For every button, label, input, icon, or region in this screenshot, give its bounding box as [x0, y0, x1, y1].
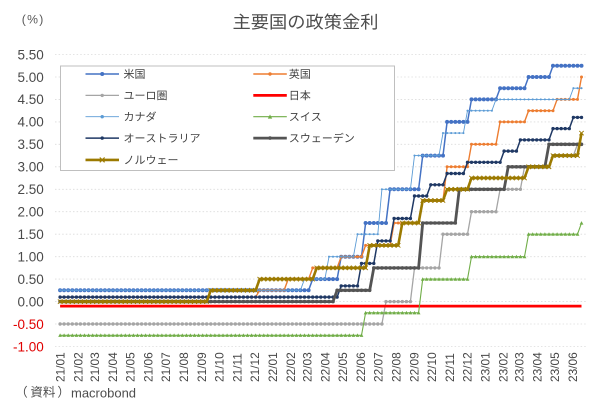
svg-text:22/05: 22/05 — [336, 352, 350, 382]
svg-text:21/12: 21/12 — [248, 352, 262, 382]
svg-text:23/03: 23/03 — [513, 352, 527, 382]
svg-text:1.50: 1.50 — [18, 227, 44, 242]
svg-text:21/03: 21/03 — [88, 352, 102, 382]
svg-text:5.50: 5.50 — [18, 47, 44, 62]
svg-text:22/04: 22/04 — [318, 352, 332, 382]
svg-text:macrobond: macrobond — [71, 386, 136, 401]
svg-text:1.00: 1.00 — [18, 250, 44, 265]
svg-text:21/01: 21/01 — [54, 352, 68, 382]
svg-text:2.00: 2.00 — [18, 205, 44, 220]
svg-text:21/08: 21/08 — [177, 352, 191, 382]
svg-text:21/07: 21/07 — [159, 352, 173, 382]
svg-text:22/08: 22/08 — [389, 352, 403, 382]
svg-text:21/11: 21/11 — [230, 353, 244, 382]
svg-text:0.50: 0.50 — [18, 272, 44, 287]
svg-text:22/02: 22/02 — [284, 352, 298, 382]
svg-text:3.50: 3.50 — [18, 137, 44, 152]
svg-text:22/12: 22/12 — [460, 352, 474, 382]
svg-text:0.00: 0.00 — [18, 294, 44, 309]
svg-text:21/10: 21/10 — [212, 352, 226, 382]
svg-text:22/07: 22/07 — [371, 352, 385, 382]
svg-text:21/06: 21/06 — [141, 352, 155, 382]
svg-text:23/02: 23/02 — [496, 352, 510, 382]
svg-text:(%): (%) — [22, 13, 45, 27]
svg-text:22/10: 22/10 — [425, 352, 439, 382]
svg-text:4.50: 4.50 — [18, 92, 44, 107]
svg-text:22/03: 22/03 — [300, 352, 314, 382]
svg-text:22/11: 22/11 — [443, 353, 457, 382]
svg-text:-1.00: -1.00 — [13, 339, 44, 354]
svg-text:22/01: 22/01 — [266, 352, 280, 382]
svg-text:2.50: 2.50 — [18, 182, 44, 197]
svg-text:4.00: 4.00 — [18, 115, 44, 130]
svg-text:3.00: 3.00 — [18, 160, 44, 175]
svg-text:5.00: 5.00 — [18, 70, 44, 85]
svg-text:22/06: 22/06 — [354, 352, 368, 382]
svg-text:23/06: 23/06 — [566, 352, 580, 382]
svg-text:21/09: 21/09 — [195, 352, 209, 382]
svg-text:22/09: 22/09 — [407, 352, 421, 382]
svg-text:21/02: 21/02 — [72, 352, 86, 382]
svg-text:21/05: 21/05 — [123, 352, 137, 382]
svg-text:23/04: 23/04 — [531, 352, 545, 382]
svg-text:23/05: 23/05 — [548, 352, 562, 382]
svg-text:21/04: 21/04 — [106, 352, 120, 382]
svg-text:-0.50: -0.50 — [13, 317, 44, 332]
svg-text:23/01: 23/01 — [478, 352, 492, 382]
